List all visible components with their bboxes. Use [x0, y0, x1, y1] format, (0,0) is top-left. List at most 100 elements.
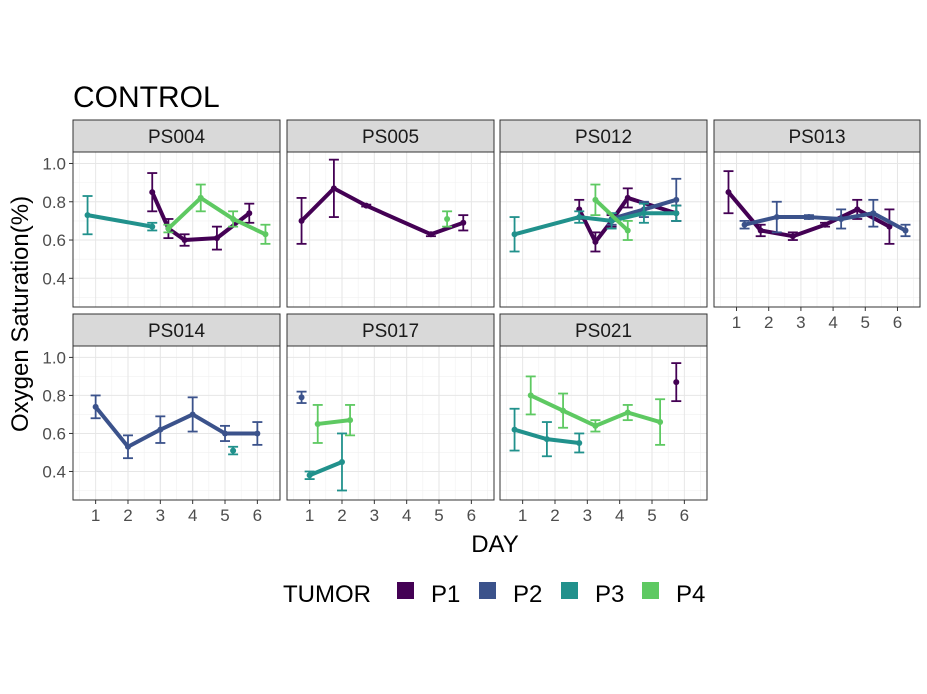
y-tick-label: 0.6 — [42, 231, 66, 250]
data-point — [657, 419, 664, 426]
data-point — [213, 235, 220, 242]
series-line — [85, 213, 155, 229]
facet-strip — [499, 313, 708, 347]
data-point — [262, 231, 269, 238]
facet-panel-ps017: PS017 1 2 3 4 5 6 — [286, 313, 495, 525]
y-tick-label: 1.0 — [42, 154, 66, 173]
facet-panel-ps012: PS012 — [499, 119, 708, 308]
facet-panel-ps013: PS013 1 2 3 4 5 6 — [713, 119, 921, 332]
legend-item-p1: P1 — [397, 581, 460, 608]
series-line — [166, 195, 268, 237]
y-tick-label: 0.4 — [42, 269, 66, 288]
data-point — [592, 196, 599, 203]
data-point — [189, 411, 196, 418]
facet-strip-label: PS017 — [362, 321, 419, 342]
data-point — [330, 185, 337, 192]
y-tick-label: 0.4 — [42, 462, 66, 481]
x-tick-label: 1 — [518, 506, 527, 525]
facet-strip-label: PS004 — [148, 127, 205, 148]
series-line — [593, 197, 630, 233]
x-tick-label: 4 — [828, 313, 837, 332]
data-point — [725, 189, 732, 196]
chart-title: CONTROL — [73, 81, 220, 114]
data-point — [576, 439, 583, 446]
data-point — [608, 217, 615, 224]
legend: TUMOR P1 P2 P3 P4 — [283, 581, 705, 608]
data-point — [511, 231, 518, 238]
x-tick-label: 2 — [337, 506, 346, 525]
y-tick-label: 0.6 — [42, 424, 66, 443]
facet-strip — [72, 119, 281, 153]
legend-label: P2 — [513, 581, 542, 608]
x-tick-label: 2 — [123, 506, 132, 525]
series-line — [93, 404, 260, 449]
series-p1 — [671, 362, 682, 403]
data-point — [624, 227, 631, 234]
data-point — [149, 223, 156, 230]
series-p4 — [312, 404, 356, 444]
panel-border — [713, 151, 921, 308]
x-tick-label: 4 — [188, 506, 197, 525]
data-point — [838, 215, 845, 222]
facet-panel-ps014: PS014 0.4 0.6 0.8 1.0 1 2 3 4 5 6 — [42, 313, 281, 525]
data-point — [527, 392, 534, 399]
facet-strip-label: PS012 — [575, 127, 632, 148]
data-point — [338, 458, 345, 465]
series-p4 — [163, 183, 271, 245]
x-tick-label: 5 — [220, 506, 229, 525]
panel-border — [286, 345, 495, 501]
data-point — [157, 426, 164, 433]
legend-item-p2: P2 — [479, 581, 542, 608]
x-tick-label: 4 — [615, 506, 624, 525]
data-point — [181, 237, 188, 244]
x-tick-label: 6 — [893, 313, 902, 332]
series-line — [742, 211, 908, 233]
series-p1 — [296, 158, 469, 245]
legend-key — [561, 582, 578, 599]
x-tick-label: 1 — [732, 313, 741, 332]
series-p2 — [296, 390, 307, 404]
x-tick-label: 2 — [764, 313, 773, 332]
legend-item-p4: P4 — [642, 581, 705, 608]
facet-strip-label: PS014 — [148, 321, 205, 342]
data-point — [222, 430, 229, 437]
data-point — [92, 403, 99, 410]
data-point — [347, 417, 354, 424]
series-p3 — [82, 195, 158, 236]
x-tick-label: 4 — [402, 506, 411, 525]
data-point — [673, 196, 680, 203]
legend-title: TUMOR — [283, 581, 371, 608]
data-point — [427, 231, 434, 238]
data-point — [822, 221, 829, 228]
legend-item-p3: P3 — [561, 581, 624, 608]
data-point — [592, 238, 599, 245]
data-point — [124, 443, 131, 450]
y-tick-label: 1.0 — [42, 348, 66, 367]
data-point — [543, 436, 550, 443]
legend-key — [397, 582, 414, 599]
series-p4 — [442, 210, 453, 228]
facet-strip-label: PS005 — [362, 127, 419, 148]
facet-strip — [72, 313, 281, 347]
series-p3 — [228, 445, 239, 456]
legend-key — [479, 582, 496, 599]
facet-panel-ps005: PS005 — [286, 119, 495, 308]
facet-strip — [713, 119, 921, 153]
panel-border — [499, 345, 708, 501]
data-point — [673, 379, 680, 386]
data-point — [886, 223, 893, 230]
data-point — [298, 394, 305, 401]
x-tick-label: 3 — [583, 506, 592, 525]
data-point — [149, 189, 156, 196]
legend-label: P4 — [676, 581, 705, 608]
panel-border — [286, 151, 495, 308]
legend-key — [642, 582, 659, 599]
data-point — [314, 420, 321, 427]
panel-border — [72, 345, 281, 501]
series-p2 — [739, 198, 911, 238]
data-point — [902, 227, 909, 234]
series-p4 — [590, 183, 633, 241]
x-tick-label: 3 — [156, 506, 165, 525]
